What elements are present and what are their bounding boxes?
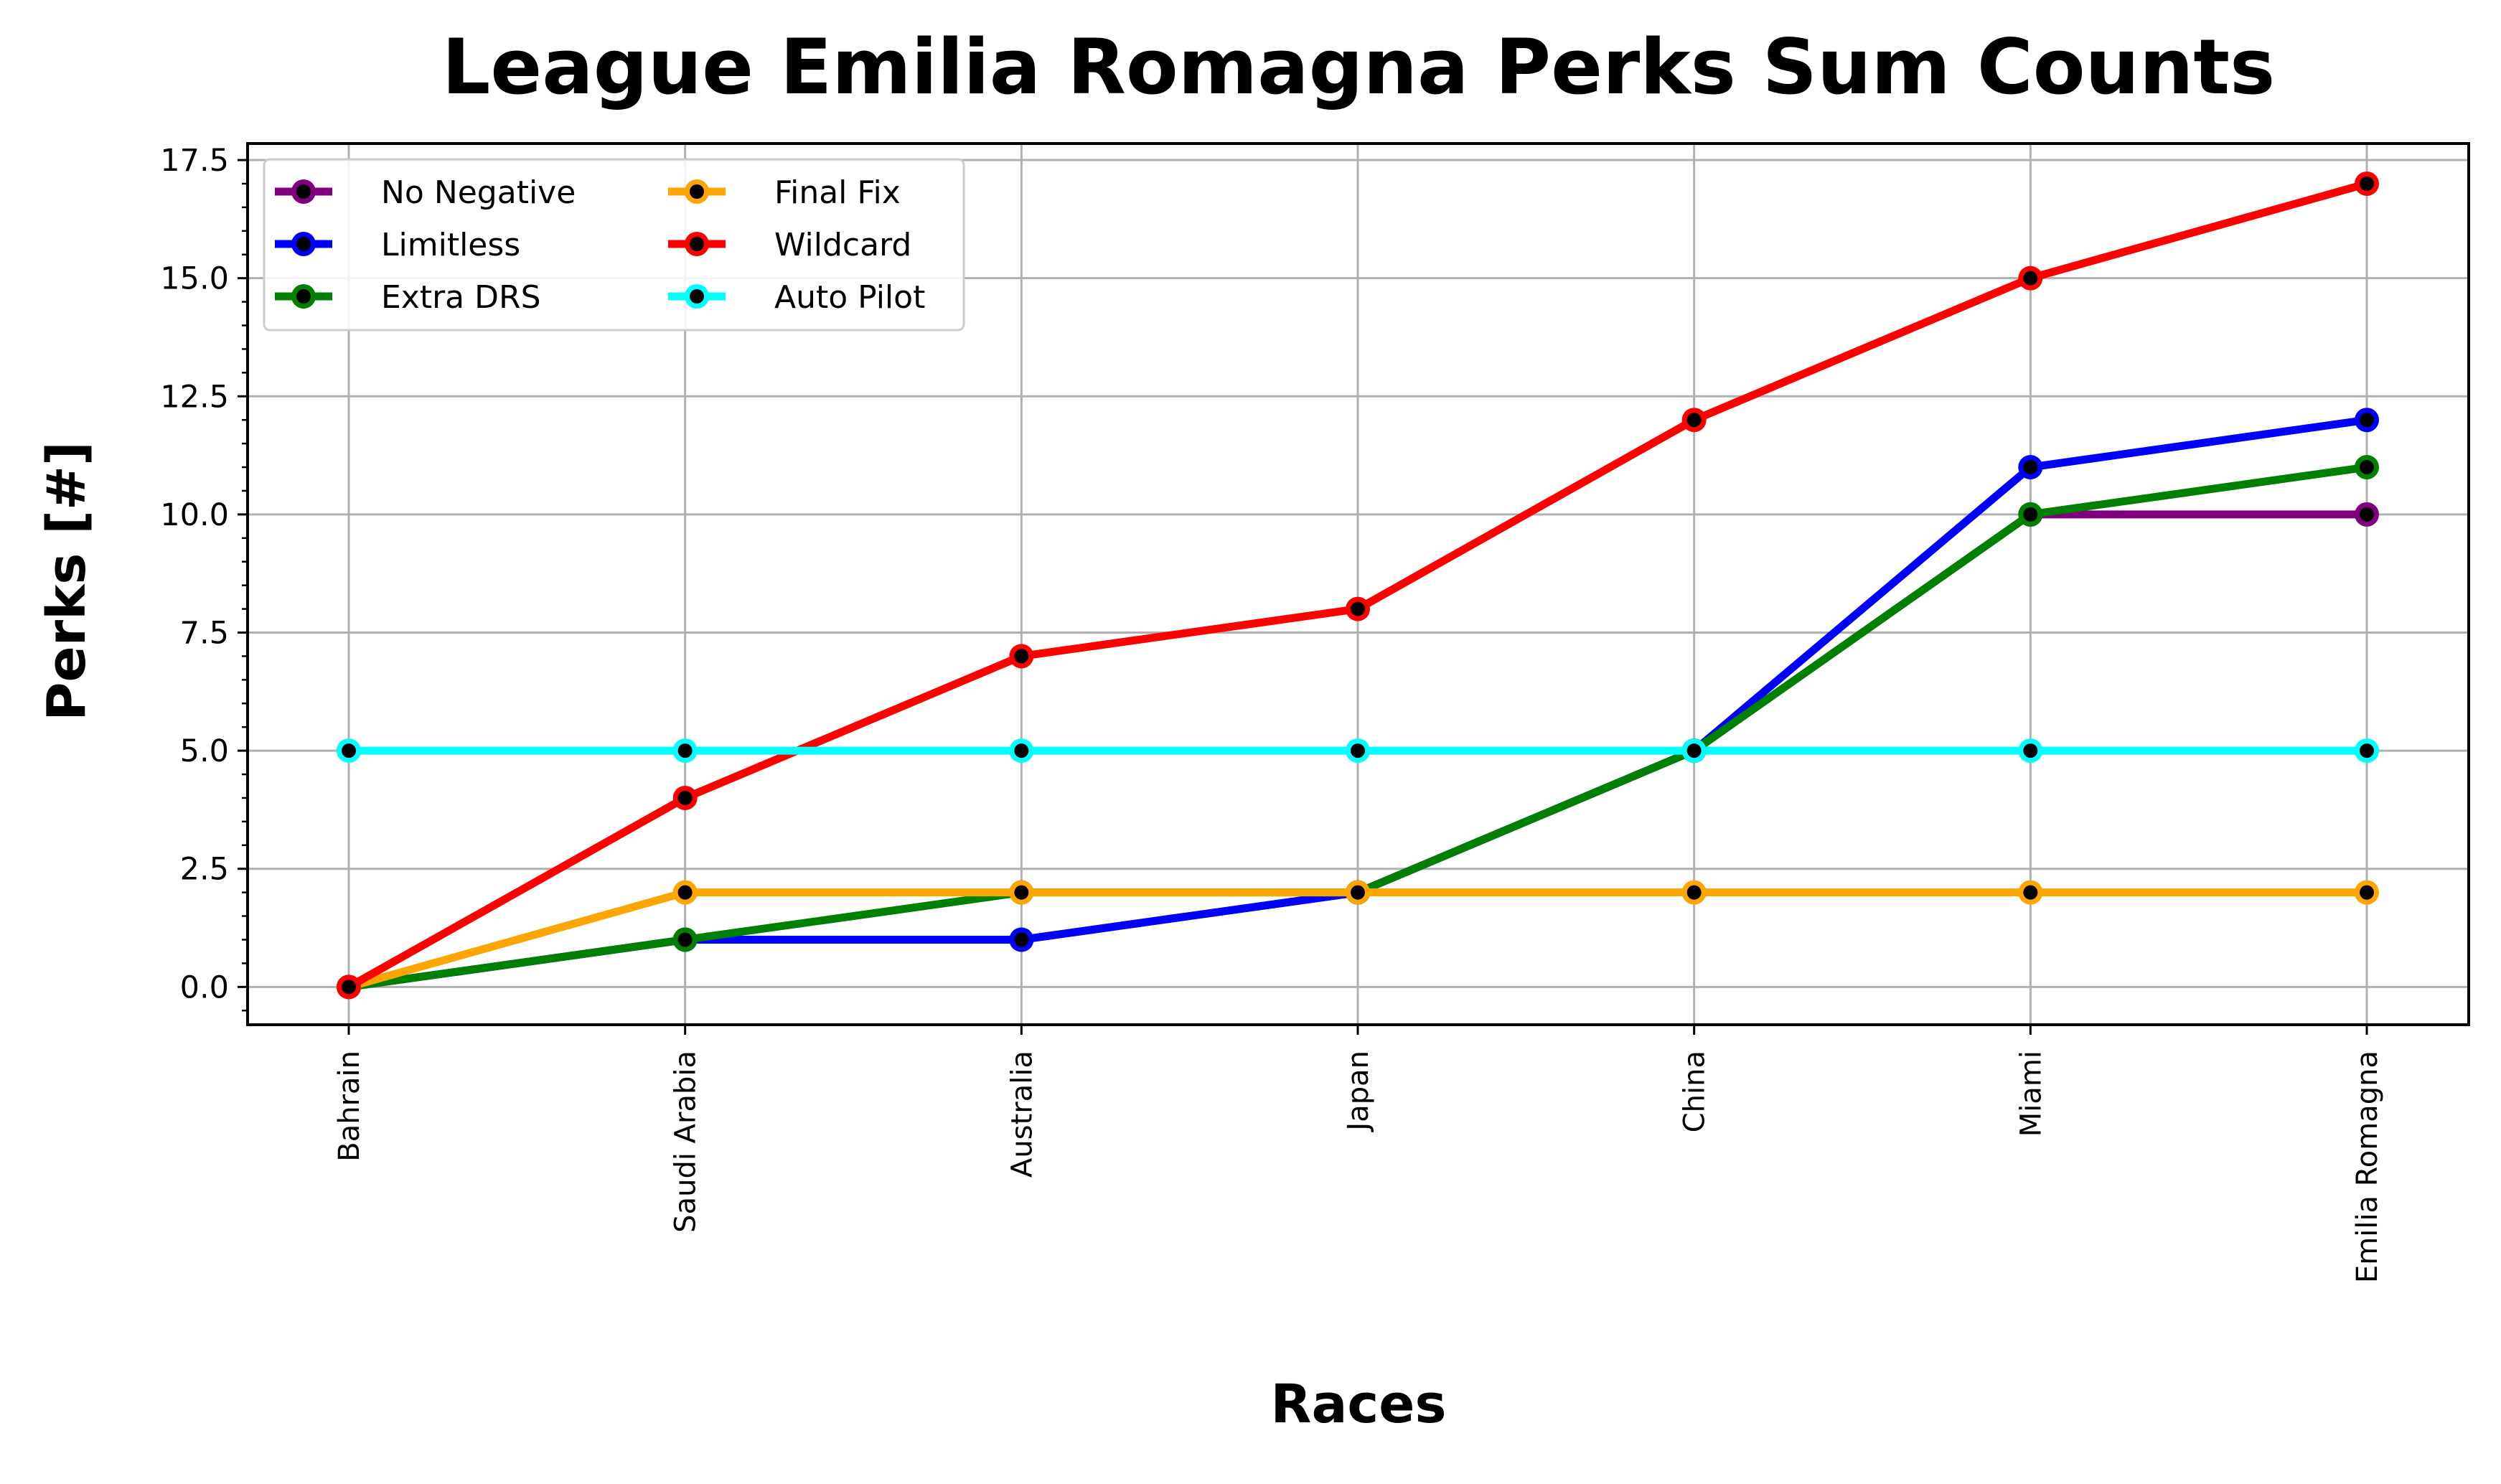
data-point-center <box>2023 271 2038 286</box>
y-tick-label: 15.0 <box>160 261 229 297</box>
legend-label-limitless: Limitless <box>381 227 520 263</box>
chart-title: League Emilia Romagna Perks Sum Counts <box>442 23 2275 111</box>
y-axis-label: Perks [#] <box>36 441 98 721</box>
x-tick-label-japan: Japan <box>1342 1051 1375 1133</box>
legend-marker-center <box>296 184 311 199</box>
legend-item-limitless: Limitless <box>275 227 520 263</box>
data-point-center <box>677 932 693 947</box>
data-point-center <box>1014 743 1029 759</box>
data-point-center <box>1014 932 1029 947</box>
series-group <box>337 171 2379 1000</box>
data-point-center <box>2023 743 2038 759</box>
legend-marker-center <box>690 289 704 304</box>
y-tick-label: 10.0 <box>160 497 229 533</box>
x-tick-label-australia: Australia <box>1005 1051 1038 1178</box>
data-point-center <box>342 980 356 995</box>
x-tick-label-saudi-arabia: Saudi Arabia <box>670 1051 703 1233</box>
legend: No Negative Limitless Extra DRS Final Fix Wi… <box>263 158 965 332</box>
data-point-center <box>2360 743 2374 759</box>
data-point-center <box>1351 743 1365 759</box>
axis-ticks: 0.0 2.5 5.0 7.5 10.0 12.5 15.0 17.5 Bahrain Saudi… <box>160 143 2384 1283</box>
legend-item-no-negative: No Negative <box>275 174 576 211</box>
data-point-center <box>2360 507 2374 522</box>
x-tick-label-china: China <box>1679 1051 1712 1132</box>
legend-marker-center <box>296 237 311 251</box>
legend-item-auto-pilot: Auto Pilot <box>668 279 925 316</box>
series-auto-pilot <box>337 738 2379 764</box>
data-point-center <box>1351 885 1365 900</box>
x-tick-label-miami: Miami <box>2014 1051 2047 1137</box>
x-axis-label: Races <box>1270 1373 1446 1435</box>
y-tick-label: 2.5 <box>180 852 229 888</box>
y-tick-label: 12.5 <box>160 379 229 415</box>
legend-marker-center <box>296 289 311 304</box>
legend-label-auto-pilot: Auto Pilot <box>774 279 925 316</box>
legend-box <box>263 158 965 332</box>
data-point-center <box>677 790 693 805</box>
data-point-center <box>2360 413 2374 428</box>
legend-item-wildcard: Wildcard <box>668 227 911 263</box>
x-tick-label-bahrain: Bahrain <box>333 1051 366 1162</box>
data-point-center <box>2023 460 2038 475</box>
series-wildcard <box>337 171 2379 1000</box>
data-point-center <box>1686 743 1702 759</box>
data-point-center <box>2023 885 2038 900</box>
data-point-center <box>1351 601 1365 616</box>
y-tick-label: 7.5 <box>180 615 229 651</box>
data-point-center <box>342 743 356 759</box>
legend-item-extra-drs: Extra DRS <box>275 279 541 316</box>
data-point-center <box>2023 507 2038 522</box>
data-point-center <box>1014 649 1029 664</box>
y-tick-label: 5.0 <box>180 733 229 769</box>
data-point-center <box>2360 885 2374 900</box>
legend-label-extra-drs: Extra DRS <box>381 279 541 316</box>
data-point-center <box>1686 885 1702 900</box>
y-tick-label: 17.5 <box>160 143 229 179</box>
legend-marker-center <box>690 237 704 251</box>
y-tick-label: 0.0 <box>180 969 229 1005</box>
legend-item-final-fix: Final Fix <box>668 174 901 211</box>
legend-label-no-negative: No Negative <box>381 174 576 211</box>
data-point-center <box>677 885 693 900</box>
data-point-center <box>1686 413 1702 428</box>
x-tick-label-emilia-romagna: Emilia Romagna <box>2351 1051 2384 1283</box>
legend-label-final-fix: Final Fix <box>774 174 901 211</box>
data-point-center <box>2360 460 2374 475</box>
legend-label-wildcard: Wildcard <box>774 227 911 263</box>
data-point-center <box>1014 885 1029 900</box>
data-point-center <box>677 743 693 759</box>
data-point-center <box>2360 176 2374 191</box>
legend-marker-center <box>690 184 704 199</box>
